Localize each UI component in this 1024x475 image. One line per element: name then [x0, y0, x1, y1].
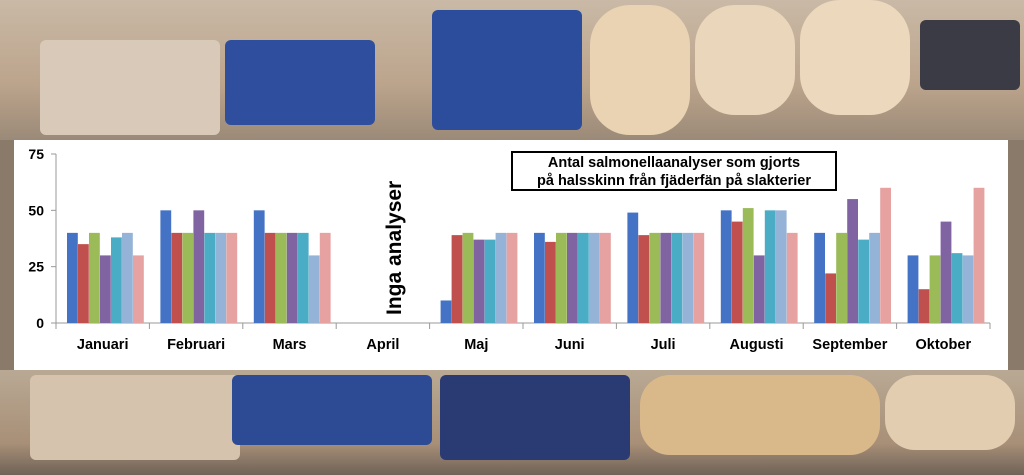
bar — [451, 235, 463, 323]
bar — [962, 255, 974, 323]
bar — [638, 235, 650, 323]
x-tick-label: Juni — [555, 337, 585, 353]
bar — [462, 232, 474, 323]
y-tick-label: 25 — [28, 259, 44, 275]
bar — [693, 232, 705, 323]
chart-title-box: Antal salmonellaanalyser som gjorts på h… — [511, 151, 837, 191]
bar — [286, 232, 298, 323]
bar — [204, 232, 216, 323]
x-tick-label: April — [366, 337, 399, 353]
bar — [951, 253, 963, 323]
x-tick-label: Maj — [464, 337, 488, 353]
bar — [67, 232, 78, 323]
bar — [484, 239, 496, 323]
bar — [627, 212, 639, 323]
bar — [731, 221, 743, 323]
bar — [171, 232, 183, 323]
bar — [78, 244, 89, 323]
bar — [720, 210, 732, 323]
bar — [226, 232, 238, 323]
bar — [682, 232, 694, 323]
package-top-5 — [695, 5, 795, 115]
x-tick-label: Januari — [77, 337, 129, 353]
bar — [814, 232, 825, 323]
bar — [973, 187, 985, 323]
bar — [578, 232, 589, 323]
bar — [671, 232, 683, 323]
bar — [253, 210, 265, 323]
package-top-1 — [40, 40, 220, 135]
bar — [825, 273, 836, 323]
bar — [215, 232, 227, 323]
chart-title-line-1: Antal salmonellaanalyser som gjorts — [547, 155, 801, 171]
bar — [869, 232, 880, 323]
bar — [89, 232, 100, 323]
bar-chart: 0 25 50 75 Januari Februari Mars April Maj Juni Ju… — [28, 146, 991, 353]
bar — [182, 232, 194, 323]
x-tick-label: Februari — [167, 337, 225, 353]
bar — [506, 232, 518, 323]
bar — [660, 232, 672, 323]
bar — [649, 232, 661, 323]
bar — [275, 232, 287, 323]
bar — [193, 210, 205, 323]
bar — [858, 239, 869, 323]
y-tick-label: 0 — [36, 315, 44, 331]
y-tick-label: 75 — [28, 146, 44, 162]
bar — [319, 232, 331, 323]
bar — [495, 232, 507, 323]
x-tick-label: Oktober — [916, 337, 972, 353]
bar — [929, 255, 941, 323]
chart-title-line-2: på halsskinn från fjäderfän på slakterie… — [537, 173, 811, 189]
y-tick-label: 50 — [28, 202, 44, 218]
bar — [907, 255, 919, 323]
x-tick-label: Mars — [273, 337, 307, 353]
bar — [100, 255, 111, 323]
package-bottom-2 — [232, 375, 432, 445]
package-top-7 — [920, 20, 1020, 90]
bar — [775, 210, 787, 323]
x-tick-label: Juli — [651, 337, 676, 353]
bar — [297, 232, 309, 323]
bar — [600, 232, 611, 323]
bar — [545, 241, 556, 323]
bar — [589, 232, 600, 323]
bar — [133, 255, 144, 323]
package-top-3 — [432, 10, 582, 130]
package-bottom-3 — [440, 375, 630, 460]
bar — [918, 289, 930, 323]
bar — [122, 232, 133, 323]
package-bottom-5 — [885, 375, 1015, 450]
package-top-6 — [800, 0, 910, 115]
bar — [473, 239, 485, 323]
bar — [742, 208, 754, 323]
bar — [440, 300, 452, 323]
bar — [753, 255, 765, 323]
bar — [160, 210, 172, 323]
bar — [111, 237, 122, 323]
bar — [880, 187, 891, 323]
bar — [940, 221, 952, 323]
bar — [836, 232, 847, 323]
package-top-2 — [225, 40, 375, 125]
bar — [786, 232, 798, 323]
package-bottom-4 — [640, 375, 880, 455]
bar — [264, 232, 276, 323]
bar — [534, 232, 545, 323]
x-tick-label: September — [812, 337, 887, 353]
bar — [308, 255, 320, 323]
bar — [556, 232, 567, 323]
package-top-4 — [590, 5, 690, 135]
x-tick-label: Augusti — [730, 337, 784, 353]
bar — [764, 210, 776, 323]
no-analyses-annotation: Inga analyser — [383, 180, 406, 315]
package-bottom-1 — [30, 375, 240, 460]
bar — [847, 199, 858, 323]
bar — [567, 232, 578, 323]
